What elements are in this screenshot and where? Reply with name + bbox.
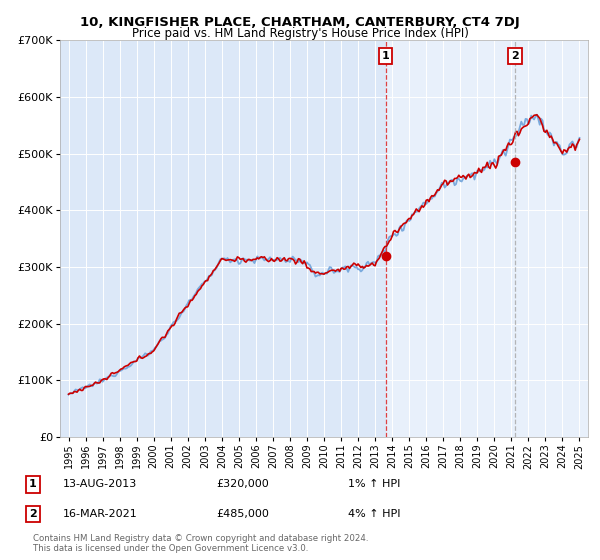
Text: 1% ↑ HPI: 1% ↑ HPI — [348, 479, 400, 489]
Bar — [386, 40, 588, 437]
Text: 2: 2 — [511, 51, 519, 61]
Text: 1: 1 — [382, 51, 389, 61]
Text: Contains HM Land Registry data © Crown copyright and database right 2024.
This d: Contains HM Land Registry data © Crown c… — [33, 534, 368, 553]
Text: £320,000: £320,000 — [216, 479, 269, 489]
Text: 10, KINGFISHER PLACE, CHARTHAM, CANTERBURY, CT4 7DJ: 10, KINGFISHER PLACE, CHARTHAM, CANTERBU… — [80, 16, 520, 29]
Text: £485,000: £485,000 — [216, 509, 269, 519]
Text: 16-MAR-2021: 16-MAR-2021 — [63, 509, 138, 519]
Text: 1: 1 — [29, 479, 37, 489]
Text: 13-AUG-2013: 13-AUG-2013 — [63, 479, 137, 489]
Text: Price paid vs. HM Land Registry's House Price Index (HPI): Price paid vs. HM Land Registry's House … — [131, 27, 469, 40]
Text: 4% ↑ HPI: 4% ↑ HPI — [348, 509, 401, 519]
Text: 2: 2 — [29, 509, 37, 519]
